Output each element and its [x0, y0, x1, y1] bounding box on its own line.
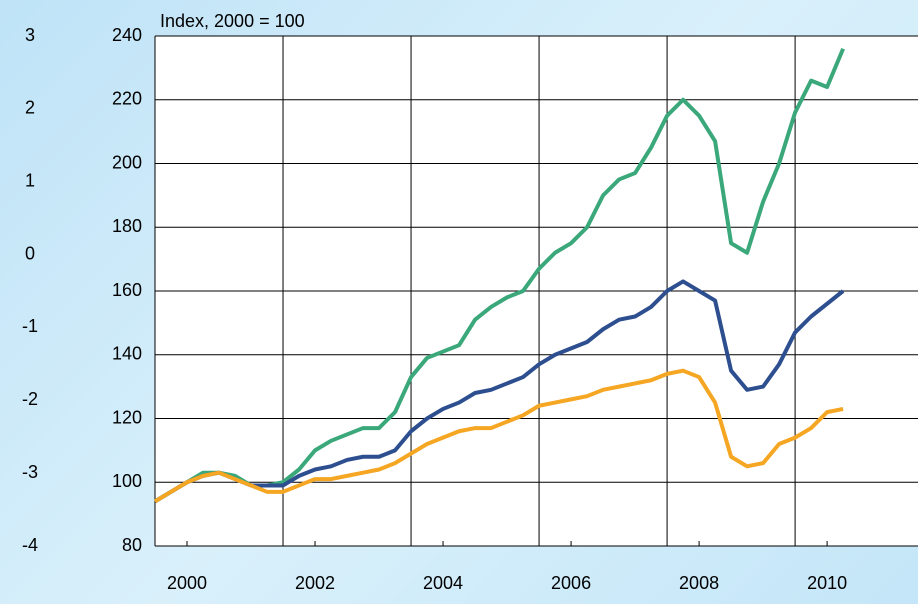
y-tick-label: 100 [112, 471, 142, 491]
x-tick-label: 2006 [551, 573, 591, 593]
y2-tick-label: -2 [22, 389, 38, 409]
y-tick-label: 140 [112, 344, 142, 364]
y2-tick-label: 3 [25, 25, 35, 45]
y-tick-label: 180 [112, 216, 142, 236]
y2-tick-label: -3 [22, 462, 38, 482]
series-line [153, 368, 844, 504]
y2-tick-label: -1 [22, 316, 38, 336]
x-tick-label: 2008 [679, 573, 719, 593]
y-tick-label: 200 [112, 152, 142, 172]
y2-tick-label: 2 [25, 98, 35, 118]
y-tick-label: 120 [112, 407, 142, 427]
y-tick-label: 240 [112, 25, 142, 45]
series-line [153, 279, 845, 504]
y2-tick-label: 1 [25, 170, 35, 190]
x-tick-label: 2010 [807, 573, 847, 593]
x-tick-label: 2002 [295, 573, 335, 593]
y-tick-label: 220 [112, 89, 142, 109]
y-tick-label: 160 [112, 280, 142, 300]
x-tick-label: 2004 [423, 573, 463, 593]
x-tick-label: 2000 [167, 573, 207, 593]
y2-tick-label: 0 [25, 243, 35, 263]
chart-subtitle: Index, 2000 = 100 [160, 11, 305, 31]
y-tick-label: 80 [122, 535, 142, 555]
y2-tick-label: -4 [22, 535, 38, 555]
